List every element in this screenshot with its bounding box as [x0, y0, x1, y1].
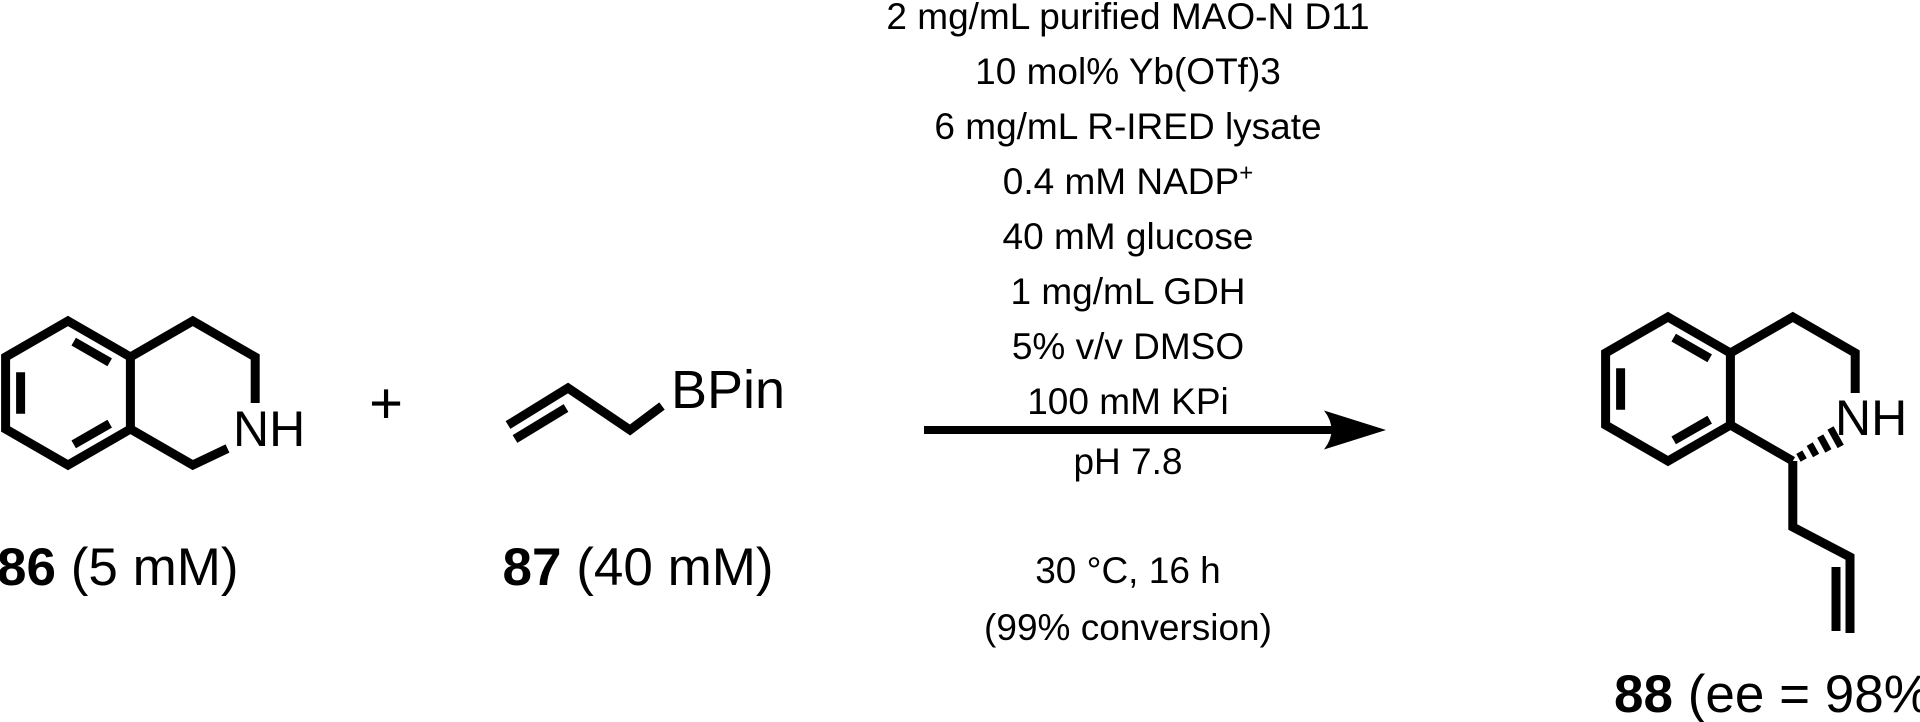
- condition-line: 100 mM KPi: [1027, 381, 1229, 422]
- condition-below-arrow: pH 7.8: [1073, 441, 1183, 482]
- nadp-text: 0.4 mM NADP: [1002, 161, 1240, 202]
- compound-label-88: 88(ee = 98%): [1614, 665, 1920, 722]
- condition-line: 2 mg/mL purified MAO-N D11: [886, 0, 1370, 37]
- amine-nh-label-86: NH: [233, 401, 306, 457]
- reactant-86-structure: [1, 315, 260, 471]
- aromatic-inner-bond: [1671, 333, 1712, 363]
- ring-to-stereocenter-bond: [1728, 421, 1796, 465]
- saturated-ring-bonds: [1728, 311, 1860, 393]
- aromatic-inner-bond: [1671, 415, 1712, 445]
- condition-line: 6 mg/mL R-IRED lysate: [934, 106, 1322, 147]
- condition-line: 5% v/v DMSO: [1011, 326, 1245, 367]
- compound-number-87: 87: [502, 538, 562, 597]
- condition-line: 10 mol% Yb(OTf)3: [975, 51, 1281, 92]
- compound-label-87: 87 (40 mM): [488, 541, 788, 594]
- condition-line-nadp: 0.4 mM NADP+: [778, 154, 1478, 209]
- condition-line: 1 mg/mL GDH: [1010, 271, 1246, 312]
- compound-concentration-86: (5 mM): [70, 538, 239, 597]
- compound-number-86: 86: [0, 538, 56, 597]
- hashed-wedge-bond: [1796, 426, 1844, 462]
- arrow-head: [1324, 410, 1386, 450]
- product-88-structure: [1601, 311, 1860, 633]
- aromatic-inner-bond: [71, 337, 112, 367]
- compound-concentration-87: (40 mM): [576, 538, 774, 597]
- nadp-plus-superscript: +: [1239, 159, 1254, 187]
- allyl-chain-bond: [505, 382, 665, 436]
- amine-nh-label-88: NH: [1835, 390, 1908, 446]
- reaction-arrow: [924, 410, 1386, 450]
- compound-label-86: 86 (5 mM): [0, 541, 239, 594]
- plus-sign: +: [369, 371, 403, 436]
- condition-line: 40 mM glucose: [1002, 216, 1254, 257]
- reactant-87-structure: [505, 382, 665, 443]
- compound-number-88: 88: [1614, 665, 1673, 722]
- saturated-ring-bonds: [128, 315, 260, 403]
- bpin-label: BPin: [671, 360, 786, 420]
- aromatic-inner-bond: [71, 419, 112, 449]
- vinyl-double-bond: [512, 404, 569, 443]
- conversion-line: (99% conversion): [984, 607, 1272, 648]
- footer-conditions: 30 °C, 16 h (99% conversion): [778, 542, 1478, 656]
- compound-ee-88: (ee = 98%): [1687, 665, 1920, 722]
- conditions-above-arrow: 2 mg/mL purified MAO-N D11 10 mol% Yb(OT…: [778, 0, 1478, 429]
- saturated-ring-bonds: [128, 425, 230, 471]
- allyl-chain-bond: [1788, 461, 1855, 633]
- temperature-time-line: 30 °C, 16 h: [1035, 550, 1221, 591]
